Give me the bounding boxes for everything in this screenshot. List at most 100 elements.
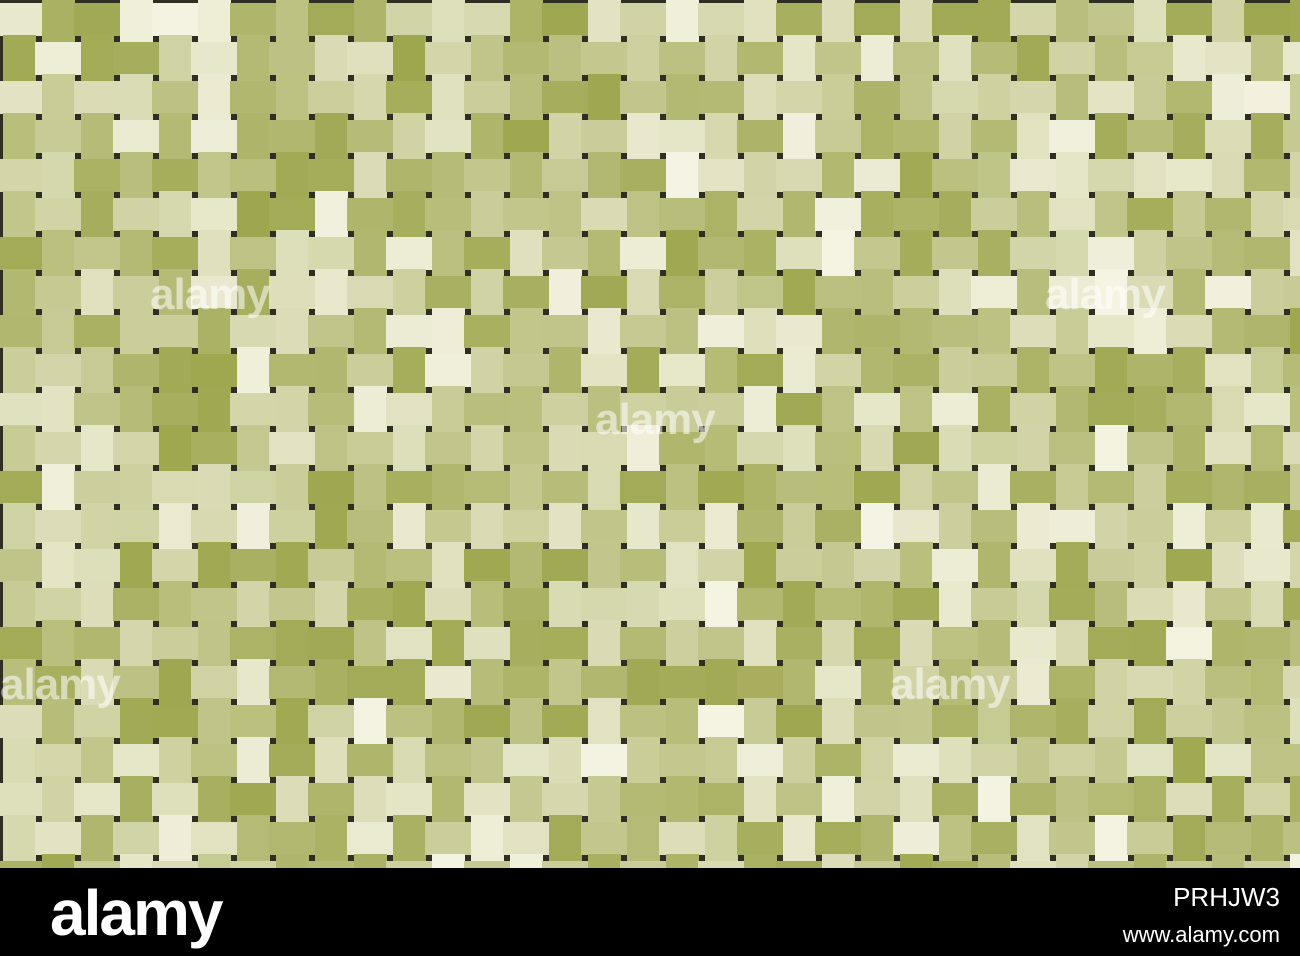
weave-tile [152, 471, 199, 504]
weave-tile [269, 354, 316, 387]
weave-tile [744, 152, 777, 199]
weave-tile [893, 744, 940, 777]
weave-tile [1244, 627, 1291, 660]
weave-tile [276, 386, 309, 433]
weave-tile [510, 386, 543, 433]
weave-tile [776, 237, 823, 270]
weave-tile [3, 737, 36, 784]
weave-tile [698, 471, 745, 504]
weave-tile [120, 542, 153, 589]
weave-tile [315, 191, 348, 238]
weave-tile [113, 744, 160, 777]
weave-tile [978, 620, 1011, 667]
weave-tile [425, 276, 472, 309]
weave-tile [1088, 81, 1135, 114]
weave-tile [35, 120, 82, 153]
weave-tile [120, 308, 153, 355]
weave-tile [1049, 432, 1096, 465]
weave-tile [1283, 42, 1300, 75]
weave-tile [1166, 3, 1213, 36]
weave-tile [822, 854, 855, 868]
weave-tile [893, 588, 940, 621]
weave-tile [237, 347, 270, 394]
weave-tile [471, 659, 504, 706]
weave-tile [1205, 744, 1252, 777]
weave-tile [978, 542, 1011, 589]
weave-tile [744, 542, 777, 589]
weave-tile [1244, 237, 1291, 270]
weave-tile [42, 0, 75, 43]
weave-tile [893, 354, 940, 387]
weave-tile [588, 854, 621, 868]
weave-tile [893, 432, 940, 465]
weave-tile [627, 269, 660, 316]
weave-tile [971, 666, 1018, 699]
weave-tile [737, 666, 784, 699]
weave-tile [1283, 276, 1300, 309]
weave-tile [939, 269, 972, 316]
weave-tile [0, 3, 43, 36]
weave-tile [620, 315, 667, 348]
weave-tile [698, 159, 745, 192]
weave-tile [3, 581, 36, 628]
weave-tile [354, 776, 387, 823]
weave-tile [425, 510, 472, 543]
weave-tile [549, 815, 582, 862]
weave-tile [698, 237, 745, 270]
weave-tile [698, 81, 745, 114]
weave-tile [191, 588, 238, 621]
weave-tile [1212, 620, 1245, 667]
weave-tile [432, 386, 465, 433]
weave-tile [659, 744, 706, 777]
weave-tile [237, 659, 270, 706]
weave-tile [315, 269, 348, 316]
weave-tile [1244, 3, 1291, 36]
weave-tile [1244, 549, 1291, 582]
weave-tile [315, 503, 348, 550]
weave-tile [1283, 744, 1300, 777]
weave-tile [1166, 393, 1213, 426]
weave-tile [393, 815, 426, 862]
weave-tile [776, 393, 823, 426]
weave-tile [1134, 776, 1167, 823]
weave-tile [269, 432, 316, 465]
weave-tile [315, 347, 348, 394]
weave-tile [1244, 471, 1291, 504]
weave-tile [1205, 198, 1252, 231]
weave-tile [1017, 815, 1050, 862]
weave-tile [0, 237, 43, 270]
weave-tile [1056, 0, 1089, 43]
weave-tile [237, 503, 270, 550]
weave-tile [627, 815, 660, 862]
weave-tile [783, 659, 816, 706]
weave-tile [386, 3, 433, 36]
weave-tile [893, 42, 940, 75]
weave-tile [198, 0, 231, 43]
weave-tile [815, 510, 862, 543]
weave-tile [347, 120, 394, 153]
weave-tile [744, 230, 777, 277]
watermark: alamy [1045, 270, 1166, 319]
weave-tile [627, 347, 660, 394]
weave-tile [152, 3, 199, 36]
weave-tile [198, 698, 231, 745]
weave-tile [854, 315, 901, 348]
weave-tile [627, 113, 660, 160]
weave-tile [666, 464, 699, 511]
weave-tile [542, 861, 589, 868]
weave-tile [978, 776, 1011, 823]
weave-tile [0, 159, 43, 192]
weave-tile [1049, 744, 1096, 777]
weave-tile [503, 120, 550, 153]
weave-tile [347, 42, 394, 75]
weave-tile [627, 425, 660, 472]
weave-tile [1088, 159, 1135, 192]
weave-tile [3, 113, 36, 160]
weave-tile [1095, 347, 1128, 394]
weave-tile [744, 386, 777, 433]
weave-tile [1290, 386, 1300, 433]
weave-tile [939, 737, 972, 784]
weave-tile [3, 659, 36, 706]
weave-tile [432, 542, 465, 589]
